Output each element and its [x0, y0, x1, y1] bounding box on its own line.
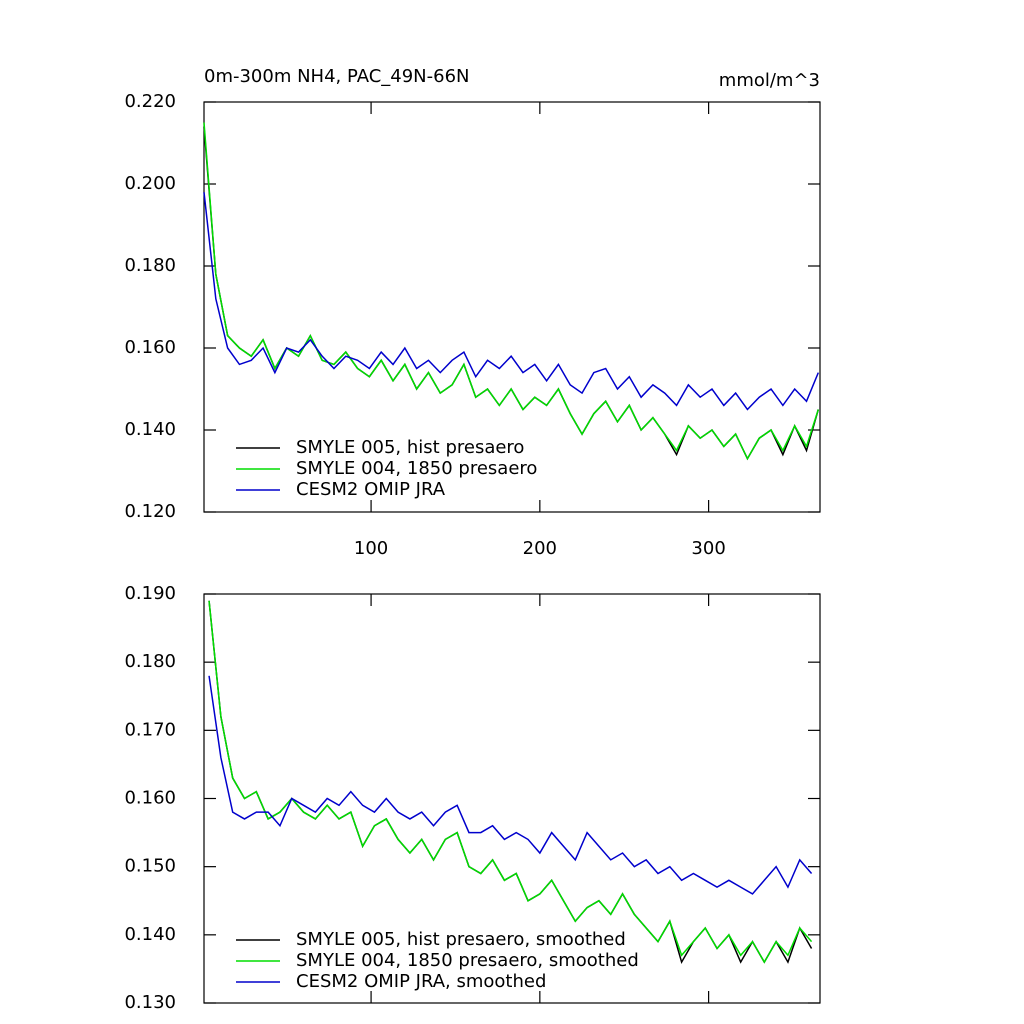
legend-label: SMYLE 005, hist presaero [296, 437, 524, 458]
y-tick-label: 0.180 [124, 255, 176, 276]
series-line [203, 192, 820, 411]
series-line [208, 675, 813, 895]
y-tick-label: 0.170 [124, 719, 176, 740]
y-tick-label: 0.150 [124, 856, 176, 877]
x-tick-label: 200 [523, 538, 557, 559]
y-tick-label: 0.220 [124, 91, 176, 112]
series-line [208, 600, 813, 964]
plot-frame [203, 101, 821, 513]
y-tick-label: 0.130 [124, 992, 176, 1013]
x-tick-label: 300 [691, 538, 725, 559]
y-tick-label: 0.160 [124, 337, 176, 358]
y-tick-label: 0.120 [124, 501, 176, 522]
y-tick-label: 0.160 [124, 788, 176, 809]
legend-label: SMYLE 004, 1850 presaero [296, 458, 537, 479]
y-tick-label: 0.140 [124, 419, 176, 440]
legend-label: CESM2 OMIP JRA, smoothed [296, 971, 546, 992]
chart-title: 0m-300m NH4, PAC_49N-66N [204, 66, 470, 87]
legend-label: SMYLE 004, 1850 presaero, smoothed [296, 950, 639, 971]
y-tick-label: 0.190 [124, 583, 176, 604]
series-line [203, 122, 820, 461]
series-line [208, 600, 813, 965]
legend-label: SMYLE 005, hist presaero, smoothed [296, 929, 626, 950]
y-tick-label: 0.180 [124, 651, 176, 672]
x-tick-label: 100 [354, 538, 388, 559]
y-tick-label: 0.200 [124, 173, 176, 194]
series-line [203, 126, 820, 461]
units-label: mmol/m^3 [719, 70, 820, 91]
legend-label: CESM2 OMIP JRA [296, 479, 446, 500]
y-tick-label: 0.140 [124, 924, 176, 945]
